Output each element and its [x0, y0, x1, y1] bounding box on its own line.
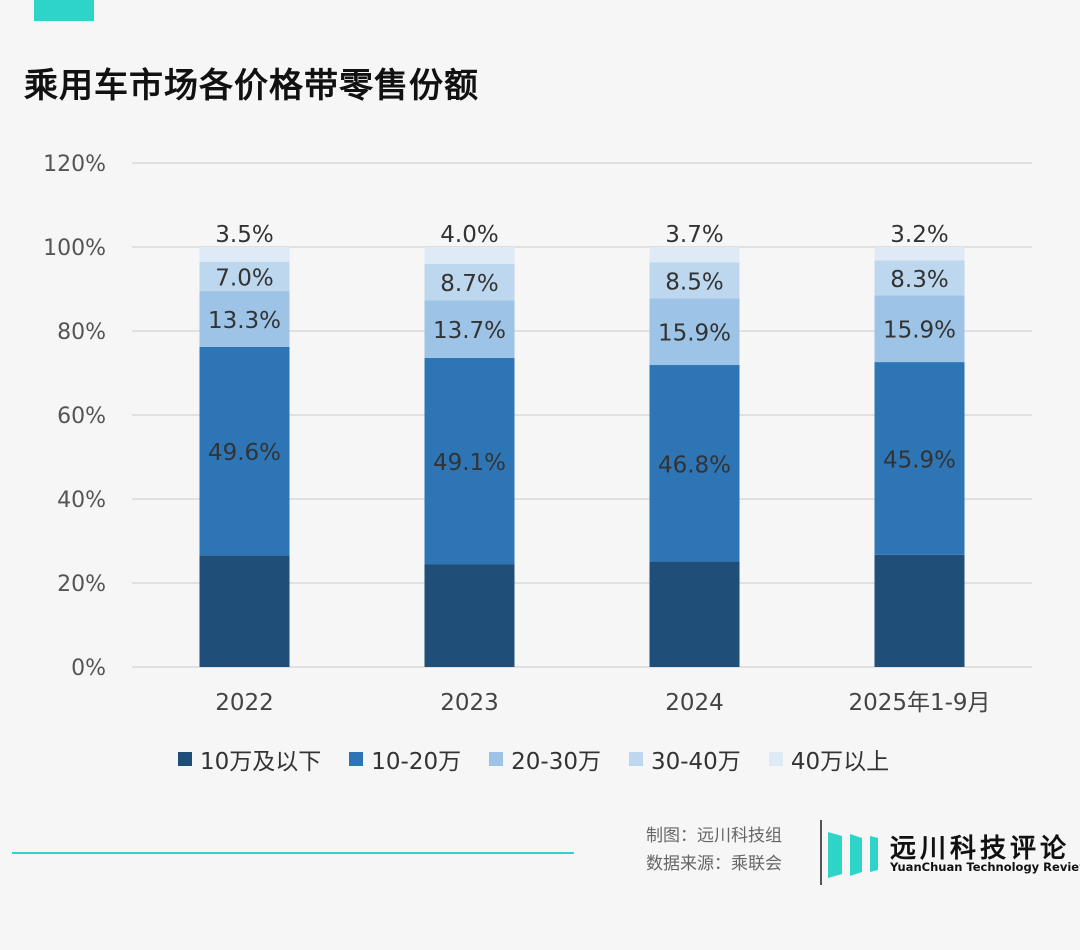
data-label: 8.5% — [665, 269, 723, 295]
legend-label: 10万及以下 — [200, 749, 322, 775]
logo-text-en: YuanChuan Technology Review — [890, 860, 1080, 874]
bar-segment — [424, 300, 515, 358]
data-label: 13.3% — [208, 308, 281, 334]
data-label: 49.6% — [208, 440, 281, 466]
bar-segment — [199, 291, 290, 347]
legend-label: 20-30万 — [511, 749, 601, 775]
x-tick-label: 2024 — [665, 690, 724, 716]
bar-segment — [649, 298, 740, 366]
bar-segment — [649, 247, 740, 263]
legend-swatch — [349, 752, 364, 766]
data-label: 49.1% — [433, 450, 506, 476]
legend: 10万及以下 10-20万 20-30万 30-40万 40万以上 — [178, 742, 917, 776]
data-label: 8.7% — [440, 271, 498, 297]
y-tick-label: 120% — [43, 152, 106, 177]
bar-segment — [199, 346, 290, 556]
source-text: 数据来源：乘联会 — [646, 854, 782, 874]
data-label: 15.9% — [883, 318, 956, 344]
data-label: 8.3% — [890, 267, 948, 293]
logo-icon — [828, 832, 878, 878]
divider — [820, 820, 822, 885]
bar-segment — [874, 260, 965, 296]
y-tick-label: 100% — [43, 236, 106, 261]
bar-segment — [199, 555, 290, 667]
data-label: 15.9% — [658, 321, 731, 347]
credits: 制图：远川科技组 数据来源：乘联会 — [646, 822, 782, 878]
y-tick-label: 80% — [57, 320, 106, 345]
data-label: 3.5% — [215, 222, 273, 248]
bar-segment — [424, 357, 515, 565]
bar-segment — [199, 261, 290, 292]
logo-text-cn: 远川科技评论 — [890, 834, 1071, 864]
bar-segment — [199, 247, 290, 262]
x-tick-label: 2023 — [440, 690, 499, 716]
bar-segment — [424, 247, 515, 264]
accent-bar — [34, 0, 94, 21]
legend-swatch — [768, 752, 783, 766]
legend-item: 40万以上 — [768, 742, 890, 776]
y-tick-label: 20% — [57, 572, 106, 597]
x-tick-label: 2025年1-9月 — [848, 690, 990, 716]
bar-segment — [874, 295, 965, 363]
x-tick-label: 2022 — [215, 690, 274, 716]
bar-segment — [424, 263, 515, 301]
legend-label: 40万以上 — [790, 749, 890, 775]
y-tick-label: 0% — [71, 656, 106, 681]
data-label: 13.7% — [433, 318, 506, 344]
data-label: 4.0% — [440, 222, 498, 248]
legend-item: 10-20万 — [349, 742, 461, 776]
data-label: 3.2% — [890, 222, 948, 248]
legend-swatch — [489, 752, 504, 766]
bar-segment — [874, 362, 965, 555]
legend-swatch — [178, 752, 192, 766]
legend-swatch — [628, 752, 643, 766]
legend-item: 10万及以下 — [178, 742, 321, 776]
data-label: 3.7% — [665, 222, 723, 248]
bar-segment — [649, 262, 740, 299]
legend-item: 20-30万 — [489, 742, 601, 776]
bar-segment — [874, 247, 965, 261]
data-label: 46.8% — [658, 452, 731, 478]
bar-segment — [874, 554, 965, 667]
bar-segment — [649, 365, 740, 562]
accent-line — [12, 852, 574, 854]
legend-label: 30-40万 — [650, 749, 741, 775]
y-tick-label: 60% — [57, 404, 106, 429]
page-title: 乘用车市场各价格带零售份额 — [24, 66, 479, 106]
y-tick-label: 40% — [57, 488, 106, 513]
data-label: 45.9% — [883, 447, 956, 473]
bar-segment — [424, 564, 515, 667]
credit-text: 制图：远川科技组 — [646, 826, 782, 846]
legend-item: 30-40万 — [628, 742, 741, 776]
data-label: 7.0% — [215, 265, 273, 291]
stacked-bar-chart: 0% 20% 40% 60% 80% 100% 120% 49.6% 13.3% 7.0% 3.5%… — [43, 152, 1032, 716]
legend-label: 10-20万 — [371, 749, 462, 775]
bar-segment — [649, 561, 740, 667]
